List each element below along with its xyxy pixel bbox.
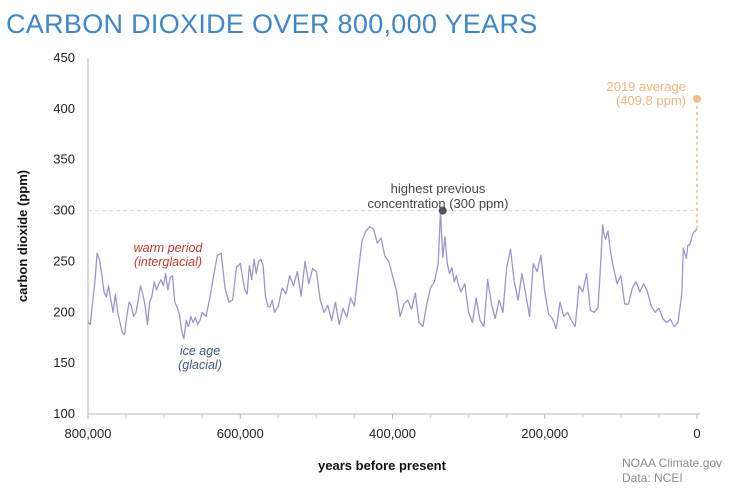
y-tick-label: 350 [53, 152, 75, 167]
peak-point [438, 206, 447, 215]
y-tick-label: 200 [53, 304, 75, 319]
x-tick-group: 800,000 600,000 400,000 200,000 0 [65, 414, 701, 441]
source-credit: NOAA Climate.gov Data: NCEI [622, 456, 722, 486]
warm-period-label-line2: (interglacial) [134, 255, 202, 269]
credit-line-1: NOAA Climate.gov [622, 456, 723, 470]
x-tick-label: 0 [693, 426, 700, 441]
x-tick-label: 800,000 [65, 426, 112, 441]
chart-title: CARBON DIOXIDE OVER 800,000 YEARS [6, 9, 538, 39]
chart-axes [87, 58, 700, 415]
credit-line-2: Data: NCEI [622, 471, 683, 485]
y-tick-label: 250 [53, 253, 75, 268]
ice-age-label-line1: ice age [180, 344, 220, 358]
peak-label-line2: concentration (300 ppm) [368, 196, 509, 211]
y-tick-label: 450 [53, 50, 75, 65]
y-tick-label: 300 [53, 203, 75, 218]
co2-series-line [87, 209, 698, 340]
peak-label-line1: highest previous [391, 181, 486, 196]
x-tick-label: 400,000 [369, 426, 416, 441]
y-tick-label: 400 [53, 101, 75, 116]
y-axis-title: carbon dioxide (ppm) [15, 170, 30, 302]
current-point [693, 94, 701, 103]
x-tick-label: 200,000 [521, 426, 568, 441]
x-tick-label: 600,000 [217, 426, 264, 441]
warm-period-label-line1: warm period [134, 241, 204, 255]
current-label-line1: 2019 average [606, 79, 686, 94]
x-axis-title: years before present [318, 458, 447, 473]
y-tick-group: 100 150 200 250 300 350 400 450 [53, 50, 75, 421]
y-tick-label: 150 [53, 355, 75, 370]
ice-age-label-line2: (glacial) [178, 358, 222, 372]
y-tick-label: 100 [53, 406, 75, 421]
current-label-line2: (409.8 ppm) [616, 93, 686, 108]
